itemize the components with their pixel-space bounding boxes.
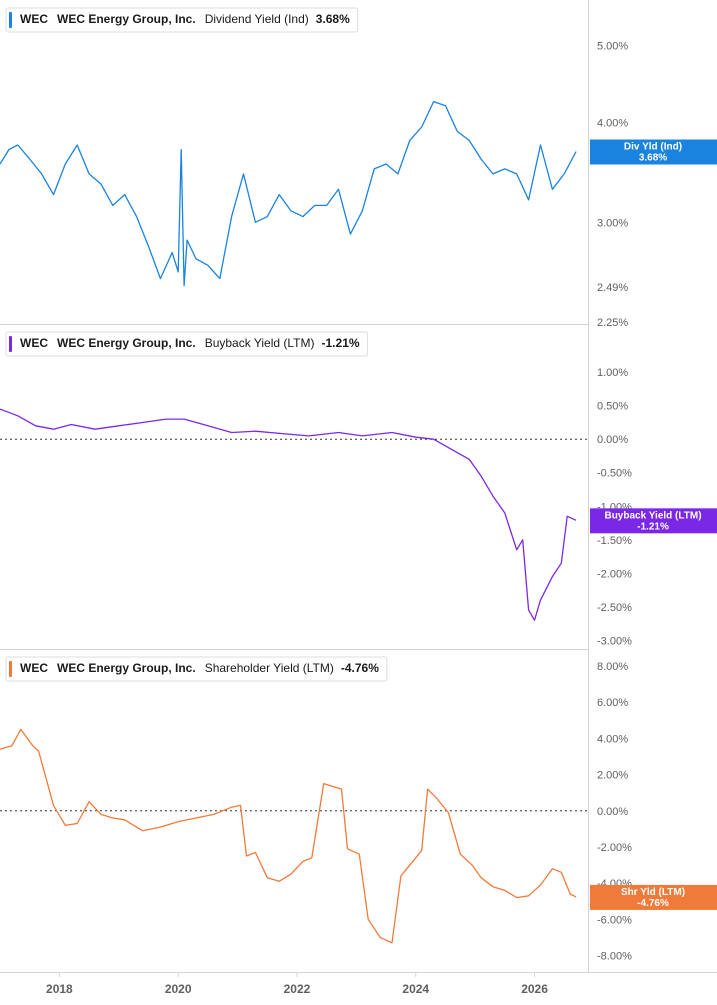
buyback-panel: 1.00%0.50%0.00%-0.50%-1.00%-1.50%-2.00%-… [0, 331, 717, 647]
shareholder-badge-bg [590, 884, 717, 910]
buyback-y-tick-label: 1.00% [597, 367, 628, 379]
shareholder-y-tick-label: 4.00% [597, 733, 628, 745]
buyback-y-tick-label: -0.50% [597, 468, 632, 480]
title-ticker: WEC [20, 661, 48, 675]
shareholder-value-badge: Shr Yld (LTM)-4.76% [590, 884, 717, 910]
buyback-y-tick-label: -2.00% [597, 568, 632, 580]
dividend-y-tick-label: 4.00% [597, 118, 628, 130]
shareholder-y-tick-label: 8.00% [597, 661, 628, 673]
buyback-badge-name: Buyback Yield (LTM) [604, 510, 701, 521]
x-tick-label: 2022 [284, 982, 311, 996]
dividend-y-tick-label: 2.49% [597, 282, 628, 294]
shareholder-y-tick-label: -6.00% [597, 914, 632, 926]
shareholder-title-swatch [9, 661, 12, 677]
title-current-value: -4.76% [341, 661, 379, 675]
dividend-badge-value: 3.68% [639, 153, 667, 164]
title-company: WEC Energy Group, Inc. [57, 661, 196, 675]
buyback-title-box [5, 331, 369, 357]
buyback-y-tick-label: -3.00% [597, 635, 632, 647]
shareholder-title-box [5, 656, 388, 682]
dividend-title-box [5, 7, 359, 33]
x-tick-label: 2026 [521, 982, 548, 996]
shareholder-y-tick-label: -8.00% [597, 951, 632, 963]
shareholder-badge-name: Shr Yld (LTM) [621, 887, 685, 898]
shareholder-panel: 8.00%6.00%4.00%2.00%0.00%-2.00%-4.00%-6.… [0, 656, 717, 963]
title-company: WEC Energy Group, Inc. [57, 12, 196, 26]
title-current-value: -1.21% [322, 336, 360, 350]
buyback-series-line [0, 408, 577, 621]
buyback-y-tick-label: 0.50% [597, 401, 628, 413]
x-axis: 2018 2020 2022 2024 2026 [46, 972, 548, 996]
dividend-badge-name: Div Yld (Ind) [624, 142, 682, 153]
buyback-title-legend: WEC WEC Energy Group, Inc. Buyback Yield (… [5, 331, 369, 357]
shareholder-y-tick-label: 0.00% [597, 806, 628, 818]
title-metric: Dividend Yield (Ind) [205, 12, 309, 26]
dividend-title-legend: WEC WEC Energy Group, Inc. Dividend Yield … [5, 7, 359, 33]
shareholder-y-tick-label: 6.00% [597, 697, 628, 709]
title-ticker: WEC [20, 336, 48, 350]
dividend-badge-bg [590, 139, 717, 165]
title-metric: Buyback Yield (LTM) [205, 336, 315, 350]
title-metric: Shareholder Yield (LTM) [205, 661, 334, 675]
shareholder-title-legend: WEC WEC Energy Group, Inc. Shareholder Yie… [5, 656, 388, 682]
buyback-badge-value: -1.21% [637, 521, 669, 532]
dividend-series-line [0, 100, 577, 287]
buyback-value-badge: Buyback Yield (LTM)-1.21% [590, 508, 717, 534]
title-company: WEC Energy Group, Inc. [57, 336, 196, 350]
shareholder-y-tick-label: -2.00% [597, 842, 632, 854]
buyback-y-tick-label: -1.50% [597, 535, 632, 547]
shareholder-series-line [0, 728, 577, 944]
buyback-title-swatch [9, 336, 12, 352]
panel-separators [0, 0, 717, 973]
x-tick-label: 2024 [402, 982, 429, 996]
buyback-y-tick-label: -2.50% [597, 602, 632, 614]
dividend-y-tick-label: 2.25% [597, 317, 628, 329]
dividend-y-tick-label: 5.00% [597, 40, 628, 52]
shareholder-y-tick-label: 2.00% [597, 770, 628, 782]
dividend-y-tick-label: 3.00% [597, 217, 628, 229]
title-ticker: WEC [20, 12, 48, 26]
buyback-y-tick-label: 0.00% [597, 434, 628, 446]
shareholder-badge-value: -4.76% [637, 898, 669, 909]
x-tick-label: 2018 [46, 982, 73, 996]
dividend-panel: 5.00% 4.00% 3.00% 2.49% 2.25% WEC WEC Energy G… [0, 7, 717, 329]
title-current-value: 3.68% [316, 12, 350, 26]
buyback-badge-bg [590, 508, 717, 534]
dividend-value-badge: Div Yld (Ind)3.68% [590, 139, 717, 165]
x-tick-label: 2020 [165, 982, 192, 996]
dividend-title-swatch [9, 12, 12, 28]
